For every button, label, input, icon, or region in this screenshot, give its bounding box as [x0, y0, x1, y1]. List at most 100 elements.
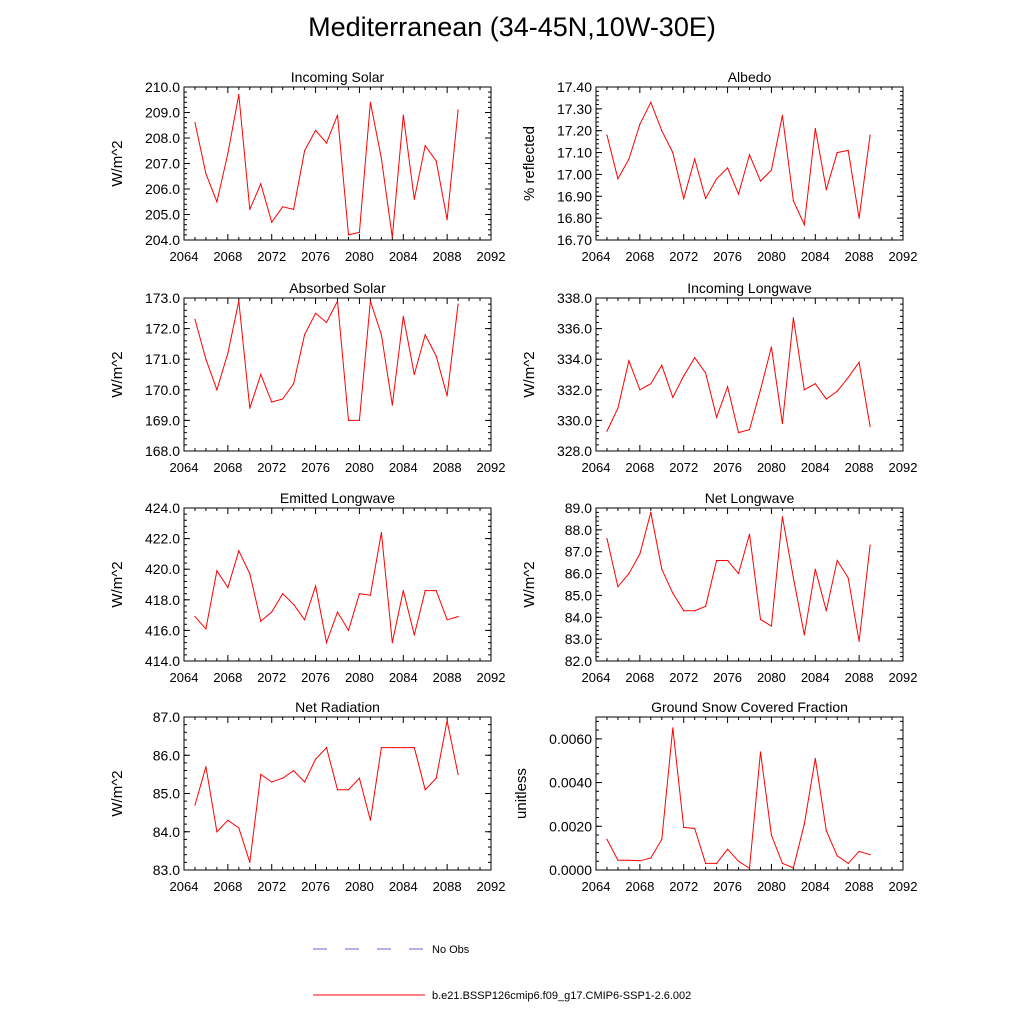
x-tick-label: 2068	[213, 249, 242, 264]
y-tick-label: 207.0	[145, 156, 180, 172]
data-point	[347, 419, 350, 421]
data-point	[402, 315, 404, 317]
data-point	[628, 360, 630, 362]
data-point	[617, 586, 619, 588]
y-tick-label: 204.0	[145, 232, 180, 248]
data-point	[672, 151, 674, 154]
y-tick-label: 16.70	[557, 232, 592, 248]
data-point	[424, 145, 426, 147]
data-point	[748, 867, 751, 869]
y-tick-label: 206.0	[145, 181, 180, 197]
data-point	[271, 221, 273, 223]
data-point	[413, 634, 415, 636]
data-point	[661, 130, 663, 132]
data-point	[792, 577, 794, 579]
data-point	[249, 861, 251, 863]
data-point	[836, 559, 838, 562]
data-point	[781, 114, 783, 117]
data-point	[205, 173, 207, 175]
data-point	[271, 401, 273, 403]
data-point	[726, 848, 729, 850]
data-point	[814, 568, 816, 570]
x-tick-label: 2092	[477, 670, 506, 685]
data-point	[380, 157, 382, 159]
y-tick-label: 173.0	[145, 290, 180, 306]
data-point	[726, 167, 729, 169]
y-tick-label: 336.0	[557, 321, 592, 337]
data-point	[435, 777, 437, 779]
y-tick-label: 86.0	[153, 747, 180, 763]
data-point	[380, 334, 382, 336]
data-point	[639, 860, 641, 862]
x-tick-label: 2072	[669, 879, 698, 894]
y-tick-label: 89.0	[565, 500, 592, 516]
x-tick-label: 2064	[170, 249, 199, 264]
panel-title: Ground Snow Covered Fraction	[651, 699, 848, 715]
data-point	[435, 355, 437, 357]
y-tick-label: 84.0	[153, 824, 180, 840]
data-point	[814, 383, 816, 385]
series-line	[194, 720, 459, 863]
y-tick-label: 0.0020	[549, 818, 592, 834]
data-point	[435, 160, 437, 162]
x-tick-label: 2092	[889, 460, 918, 475]
data-point	[249, 573, 251, 575]
data-point	[249, 407, 251, 409]
series-line	[606, 727, 871, 870]
y-tick-label: 422.0	[145, 531, 180, 547]
data-point	[705, 862, 707, 865]
data-point	[260, 620, 262, 622]
data-point	[293, 769, 295, 772]
data-point	[781, 516, 783, 518]
data-point	[705, 605, 707, 607]
legend-label-model-run: b.e21.BSSP126cmip6.f09_g17.CMIP6-SSP1-2.…	[432, 990, 691, 1002]
panel-title: Incoming Longwave	[687, 280, 812, 296]
plot-frame	[183, 716, 492, 871]
data-point	[413, 373, 415, 376]
data-point	[792, 200, 794, 202]
y-tick-label: 85.0	[153, 786, 180, 802]
x-tick-label: 2068	[213, 670, 242, 685]
y-tick-label: 87.0	[153, 709, 180, 725]
x-tick-label: 2080	[757, 460, 786, 475]
x-tick-label: 2080	[345, 460, 374, 475]
x-tick-label: 2076	[301, 460, 330, 475]
y-tick-label: 171.0	[145, 351, 180, 367]
data-point	[205, 628, 207, 630]
data-point	[314, 312, 317, 314]
data-point	[650, 857, 652, 859]
x-tick-label: 2068	[625, 460, 654, 475]
data-point	[606, 430, 608, 432]
data-point	[650, 101, 652, 103]
data-point	[402, 114, 404, 116]
y-tick-label: 209.0	[145, 105, 180, 121]
data-point	[716, 559, 718, 562]
x-tick-label: 2064	[582, 879, 611, 894]
x-tick-label: 2076	[301, 879, 330, 894]
data-point	[814, 757, 816, 760]
data-point	[304, 150, 306, 152]
y-tick-label: 88.0	[565, 522, 592, 538]
data-point	[617, 178, 619, 180]
y-tick-label: 334.0	[557, 351, 592, 367]
y-tick-label: 418.0	[145, 592, 180, 608]
panel-title: Emitted Longwave	[280, 490, 395, 506]
plot-frame	[595, 716, 904, 871]
data-point	[825, 830, 827, 832]
legend-label-no-obs: No Obs	[432, 944, 470, 956]
data-point	[216, 201, 218, 203]
x-tick-label: 2076	[713, 879, 742, 894]
data-point	[336, 789, 339, 791]
y-tick-label: 87.0	[565, 544, 592, 560]
x-tick-label: 2092	[477, 460, 506, 475]
x-tick-label: 2072	[669, 670, 698, 685]
x-tick-label: 2084	[389, 879, 418, 894]
y-tick-label: 328.0	[557, 443, 592, 459]
data-point	[694, 357, 696, 359]
y-axis-label: W/m^2	[109, 351, 126, 397]
x-tick-label: 2064	[582, 460, 611, 475]
data-point	[847, 149, 849, 151]
data-point	[869, 425, 871, 428]
data-point	[358, 777, 361, 779]
panel-title: Net Longwave	[705, 490, 795, 506]
